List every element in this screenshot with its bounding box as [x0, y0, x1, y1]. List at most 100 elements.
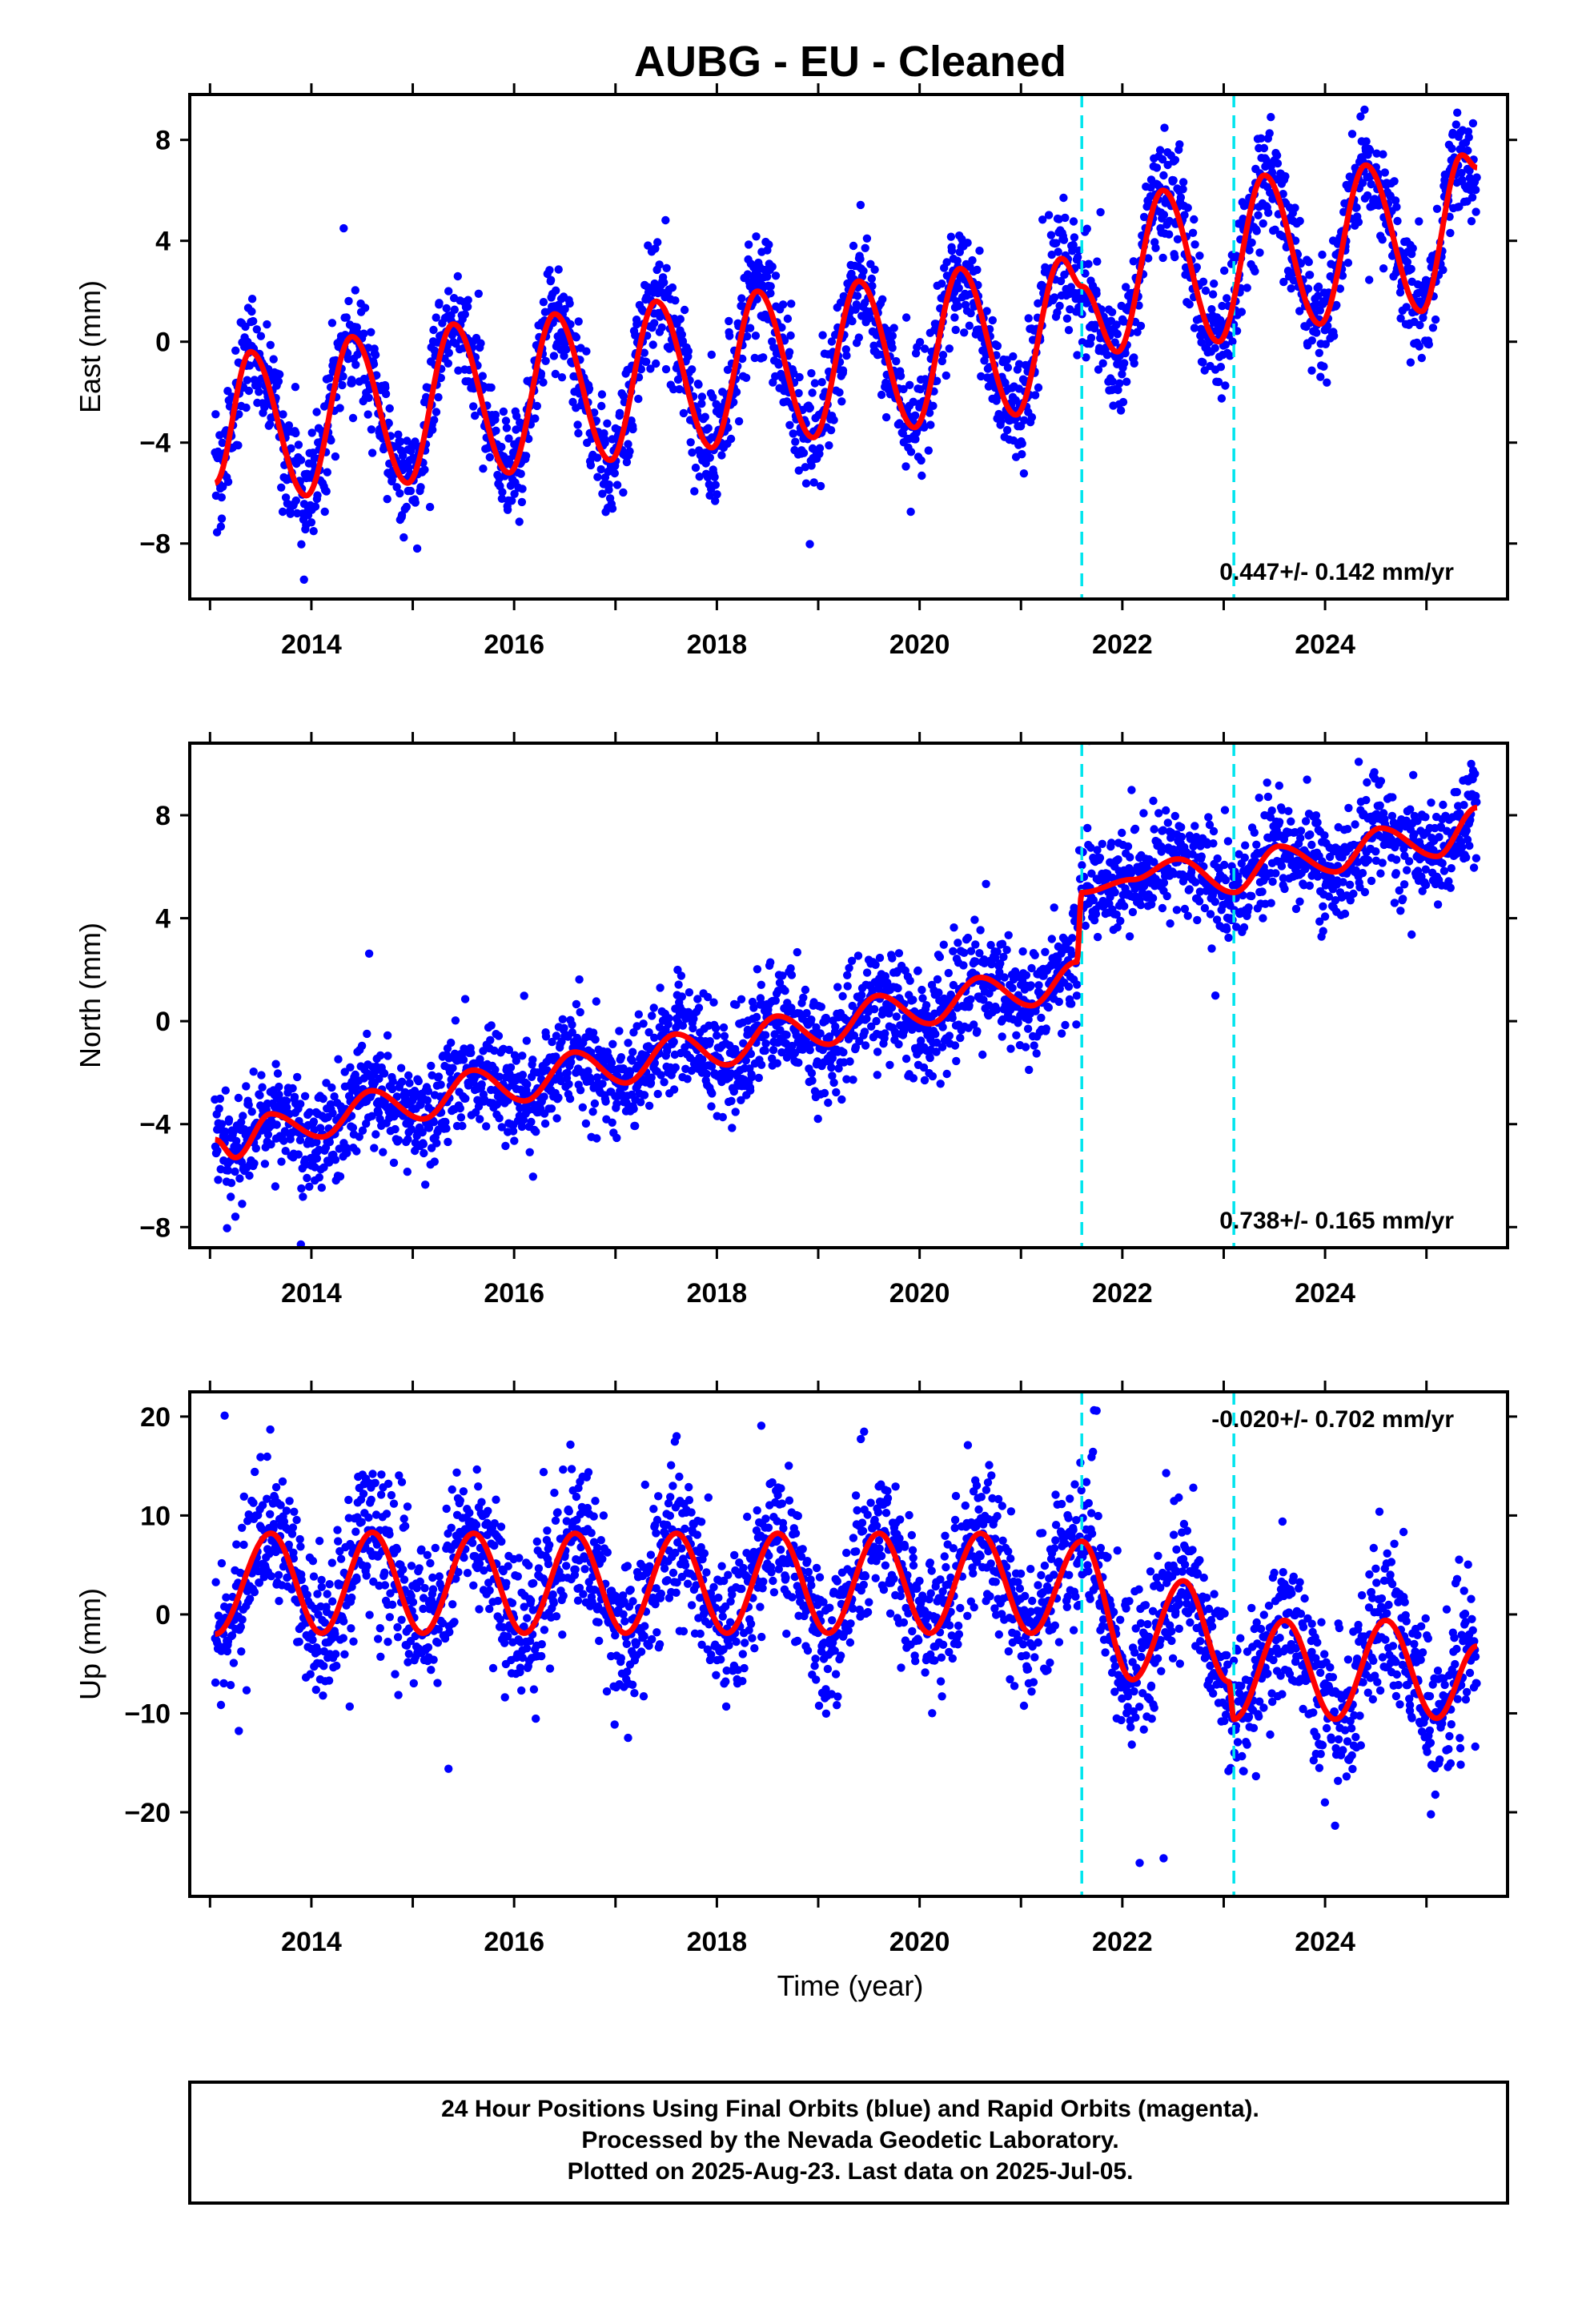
- data-point: [942, 371, 951, 380]
- data-point: [600, 438, 609, 448]
- data-point: [420, 1148, 428, 1158]
- x-tick-label: 2018: [687, 629, 748, 660]
- data-point: [835, 388, 844, 397]
- data-point: [917, 985, 926, 995]
- data-point: [313, 491, 322, 500]
- data-point: [1162, 806, 1170, 815]
- data-point: [671, 1063, 680, 1072]
- data-point: [849, 241, 858, 251]
- data-point: [216, 522, 226, 531]
- data-point: [427, 1061, 436, 1071]
- data-point: [808, 1076, 817, 1085]
- data-point: [328, 1108, 337, 1118]
- data-point: [881, 1029, 889, 1038]
- data-point: [1110, 888, 1119, 897]
- data-point: [888, 344, 897, 352]
- data-point: [243, 376, 251, 384]
- data-point: [578, 1103, 587, 1112]
- data-point: [299, 1192, 307, 1201]
- data-point: [639, 1019, 648, 1028]
- data-point: [256, 332, 266, 340]
- data-point: [655, 260, 664, 269]
- data-point: [1343, 259, 1353, 267]
- data-point: [495, 1114, 504, 1123]
- data-point: [750, 353, 759, 363]
- data-point: [1046, 231, 1056, 239]
- data-point: [1025, 1065, 1034, 1075]
- data-point: [364, 949, 374, 959]
- data-point: [1176, 193, 1186, 202]
- data-point: [521, 452, 531, 460]
- data-point: [894, 1039, 903, 1049]
- data-point: [624, 440, 632, 448]
- data-point: [444, 287, 453, 296]
- data-point: [728, 1124, 737, 1132]
- data-point: [1259, 143, 1269, 153]
- data-point: [888, 954, 897, 963]
- data-point: [367, 448, 377, 457]
- data-point: [485, 452, 494, 462]
- data-point: [1415, 217, 1423, 226]
- data-point: [657, 323, 666, 332]
- data-point: [479, 464, 488, 473]
- data-point: [592, 997, 600, 1006]
- data-point: [1251, 267, 1259, 275]
- data-point: [515, 517, 524, 526]
- data-point: [518, 485, 527, 493]
- data-point: [1044, 211, 1054, 219]
- data-point: [498, 488, 507, 497]
- data-point: [697, 392, 707, 401]
- data-point: [1365, 146, 1375, 155]
- data-point: [1356, 112, 1365, 121]
- data-point: [1402, 303, 1411, 312]
- data-point: [660, 278, 669, 287]
- data-point: [1367, 179, 1375, 189]
- data-point: [344, 296, 353, 306]
- data-point: [1252, 840, 1261, 850]
- data-point: [1221, 875, 1231, 885]
- data-point: [765, 240, 773, 249]
- data-point: [249, 1068, 258, 1076]
- data-point: [905, 976, 914, 985]
- data-point: [1271, 869, 1280, 878]
- data-point: [525, 1148, 534, 1157]
- data-point: [467, 1048, 476, 1058]
- data-point: [674, 980, 683, 989]
- data-point: [1133, 328, 1142, 336]
- data-point: [810, 379, 820, 388]
- data-point: [385, 404, 394, 413]
- data-point: [892, 1012, 901, 1021]
- data-point: [871, 960, 880, 970]
- data-point: [1218, 301, 1227, 311]
- data-point: [383, 495, 391, 504]
- data-point: [920, 344, 930, 353]
- data-point: [1073, 980, 1082, 989]
- data-point: [1018, 439, 1026, 448]
- data-point: [582, 347, 591, 356]
- data-point: [436, 1080, 445, 1089]
- data-point: [717, 451, 726, 460]
- data-point: [951, 325, 960, 335]
- data-point: [615, 1027, 624, 1035]
- data-point: [549, 352, 559, 360]
- data-point: [853, 292, 862, 300]
- data-point: [416, 483, 425, 492]
- y-tick-label: 4: [155, 227, 171, 257]
- data-point: [271, 1059, 280, 1068]
- data-point: [711, 1023, 721, 1033]
- data-point: [845, 963, 853, 973]
- data-point: [1319, 927, 1327, 935]
- data-point: [1267, 113, 1275, 122]
- data-point: [242, 403, 251, 412]
- data-point: [460, 995, 470, 1003]
- data-point: [551, 369, 560, 379]
- data-point: [454, 366, 463, 375]
- data-point: [1118, 828, 1126, 838]
- data-point: [342, 313, 351, 322]
- data-point: [593, 472, 602, 481]
- data-point: [1173, 235, 1182, 243]
- data-point: [1259, 219, 1267, 228]
- data-point: [1053, 308, 1062, 317]
- data-point: [1340, 909, 1350, 919]
